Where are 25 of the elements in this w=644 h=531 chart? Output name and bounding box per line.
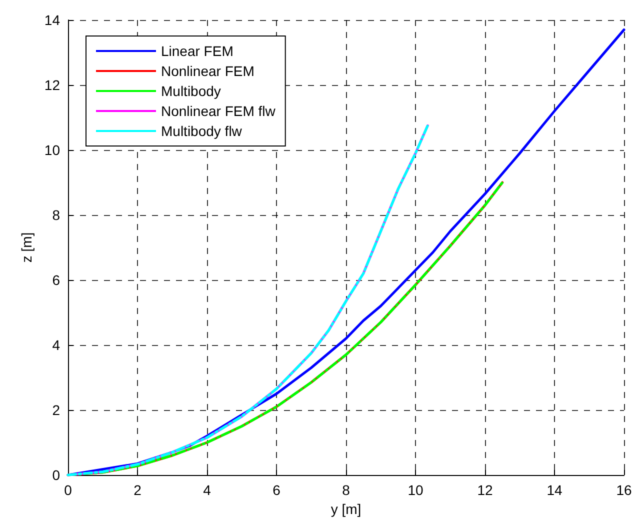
y-tick-label: 6 <box>52 272 60 288</box>
y-tick-label: 14 <box>44 12 60 28</box>
x-tick-label: 2 <box>134 482 142 498</box>
y-tick-label: 12 <box>44 77 60 93</box>
line-series <box>66 124 429 476</box>
x-tick-label: 6 <box>272 482 281 498</box>
legend-label: Multibody <box>161 83 221 99</box>
legend-label: Nonlinear FEM <box>161 63 254 79</box>
x-tick-label: 12 <box>477 482 493 498</box>
legend-label: Nonlinear FEM flw <box>161 103 276 119</box>
x-tick-label: 16 <box>616 482 632 498</box>
legend-label: Linear FEM <box>161 43 234 59</box>
x-tick-label: 8 <box>342 482 350 498</box>
y-tick-label: 10 <box>44 142 60 158</box>
legend-label: Multibody flw <box>161 123 243 139</box>
y-tick-label: 8 <box>52 207 60 223</box>
x-tick-label: 14 <box>546 482 562 498</box>
x-tick-label: 4 <box>203 482 212 498</box>
x-axis-title: y [m] <box>330 500 362 517</box>
y-axis-title: z [m] <box>18 232 35 263</box>
y-tick-label: 2 <box>52 402 60 418</box>
y-tick-label: 4 <box>52 337 60 353</box>
x-tick-label: 0 <box>64 482 72 498</box>
y-tick-label: 0 <box>52 467 60 483</box>
x-tick-label: 10 <box>408 482 424 498</box>
